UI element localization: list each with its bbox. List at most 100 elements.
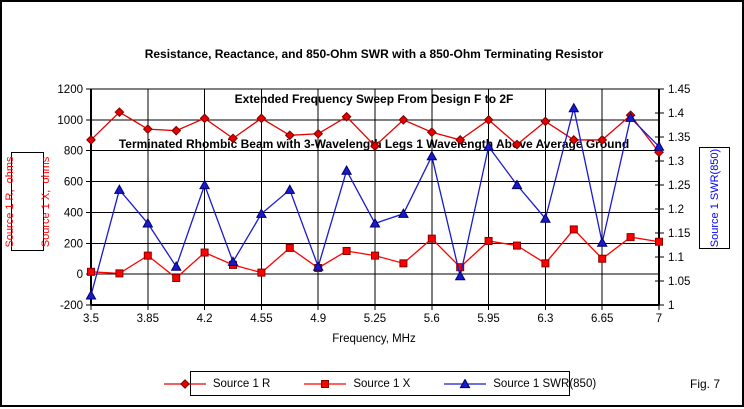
square-marker-icon [513,241,521,250]
diamond-marker-icon [341,111,352,122]
square-marker-icon [655,237,663,246]
square-marker-icon [257,268,266,277]
diamond-marker-icon [512,139,522,150]
x-axis-tick-label: 7 [656,313,662,325]
chart-title: Resistance, Reactance, and 850-Ohm SWR w… [2,17,744,182]
square-marker-icon [87,267,95,276]
square-marker-icon [598,254,607,263]
figure-label: Fig. 7 [690,377,721,391]
square-marker-icon [541,259,550,268]
triangle-marker-icon [653,140,665,151]
square-marker-icon [321,379,330,388]
square-marker-icon [143,251,152,260]
diamond-marker-icon [568,135,579,145]
triangle-marker-icon [369,217,381,228]
legend-line-marker-square-icon [304,379,347,388]
triangle-marker-icon [397,208,409,218]
triangle-marker-icon [568,102,580,113]
chart-title-line-2: Extended Frequency Sweep From Design F t… [234,92,514,106]
left-axis-title-x: Source 1 X, ohms [39,156,52,247]
left-axis-tick-label: 0 [77,269,83,281]
right-axis-tick-label: 1.25 [668,180,690,192]
diamond-marker-icon [199,113,210,124]
right-axis-tick-label: 1.15 [668,228,690,240]
square-marker-icon [115,269,124,278]
square-marker-icon [427,234,436,243]
legend-label-source-1-x: Source 1 X [353,377,411,390]
x-axis-title: Frequency, MHz [332,333,416,345]
square-marker-icon [285,243,294,252]
diamond-marker-icon [179,378,190,389]
left-axis-title: Source 1 R, ohms Source 1 X, ohms [4,152,52,251]
triangle-marker-icon [284,184,296,194]
diamond-marker-icon [426,127,437,138]
series-source-1-r [86,107,664,158]
chart-title-line-1: Resistance, Reactance, and 850-Ohm SWR w… [144,47,604,61]
diamond-marker-icon [483,114,494,125]
right-axis-tick-label: 1.2 [668,204,684,216]
triangle-marker-icon [227,256,239,266]
triangle-marker-icon [199,179,211,190]
legend-line-marker-triangle-icon [444,378,487,388]
square-marker-icon [626,233,635,242]
square-marker-icon [484,236,493,245]
diamond-marker-icon [142,124,153,135]
square-marker-icon [172,274,181,282]
diamond-marker-icon [284,130,295,141]
square-marker-icon [342,247,351,255]
legend-entry-source-1-swr: Source 1 SWR(850) [444,378,596,390]
right-axis-title-text: Source 1 SWR(850) [708,148,721,248]
triangle-marker-icon [483,140,495,151]
right-axis-tick-label: 1.05 [668,276,690,288]
square-marker-icon [569,225,578,234]
legend-line-marker-diamond-icon [163,378,206,389]
series-source-1-swr-850- [85,102,665,300]
x-axis-tick-label: 3.5 [83,313,99,325]
diamond-marker-icon [114,107,125,118]
triangle-marker-icon [511,179,523,190]
right-axis-tick-label: 1.45 [668,84,690,96]
triangle-marker-icon [459,378,471,388]
x-axis-tick-label: 4.2 [197,313,213,325]
diamond-marker-icon [313,128,324,139]
left-axis-title-r: Source 1 R, ohms [3,155,16,248]
x-axis-tick-label: 5.6 [424,313,440,325]
diamond-marker-icon [398,114,409,125]
left-axis-tick-label: 600 [64,177,83,189]
diamond-marker-icon [86,135,96,145]
legend-label-source-1-r: Source 1 R [212,377,271,390]
triangle-marker-icon [142,217,154,228]
right-axis-tick-label: 1.35 [668,132,690,144]
triangle-marker-icon [625,112,637,122]
square-marker-icon [200,248,209,257]
triangle-marker-icon [596,236,608,247]
x-axis-tick-label: 5.95 [477,313,499,325]
diamond-marker-icon [370,141,380,151]
diamond-marker-icon [256,113,267,124]
x-axis-tick-label: 6.65 [591,313,613,325]
diamond-marker-icon [228,133,238,144]
legend-label-source-1-swr: Source 1 SWR(850) [493,377,597,390]
triangle-marker-icon [539,212,551,223]
right-axis-title: Source 1 SWR(850) [699,147,730,249]
diamond-marker-icon [654,147,664,158]
x-axis-tick-label: 4.55 [250,313,272,325]
left-axis-tick-label: 800 [64,146,83,158]
diamond-marker-icon [597,135,608,145]
right-axis-tick-label: 1 [668,300,674,312]
legend-entry-source-1-x: Source 1 X [304,378,410,390]
left-axis-tick-label: -200 [60,300,83,312]
triangle-marker-icon [113,184,125,194]
right-axis-tick-label: 1.3 [668,156,684,168]
left-axis-tick-label: 1200 [57,84,83,96]
triangle-marker-icon [312,260,324,271]
diamond-marker-icon [171,125,182,136]
legend: Source 1 R Source 1 X Source 1 SWR(850) [163,371,596,396]
right-axis-tick-label: 1.1 [668,252,684,264]
triangle-marker-icon [255,208,267,218]
diamond-marker-icon [455,135,466,145]
left-axis-tick-label: 1000 [57,115,83,127]
triangle-marker-icon [426,150,438,161]
